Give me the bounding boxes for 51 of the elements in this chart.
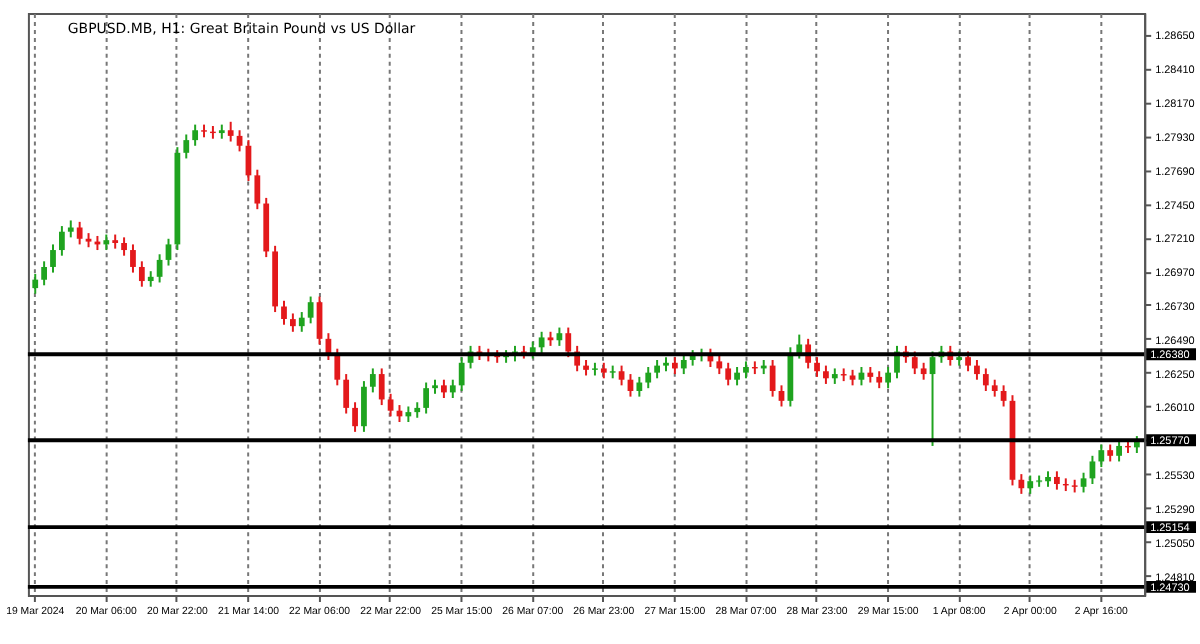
candlestick [734,366,740,387]
candlestick [1027,474,1034,495]
candlestick [1116,439,1122,463]
candlestick [76,220,83,246]
candlestick [156,253,163,284]
candlestick [716,354,723,376]
candlestick [441,378,447,400]
candlestick [254,168,261,211]
candlestick [307,295,314,325]
candlestick [1018,473,1025,495]
candlestick [565,326,572,359]
candlestick [183,133,190,160]
candlestick [423,381,430,415]
candlestick [636,375,643,398]
candlestick [41,260,48,287]
candlestick [823,364,829,385]
candlestick [458,356,465,392]
candlestick [138,260,145,288]
candlestick [787,346,794,408]
candlestick [59,225,65,257]
candlestick [982,367,989,392]
candlestick [378,367,385,407]
candlestick [263,196,270,259]
candlestick [343,373,350,415]
candlestick [654,358,661,380]
candlestick [50,243,56,274]
candlestick [725,361,732,387]
candlestick [645,366,652,390]
candlestick [680,353,687,376]
candlestick [1054,470,1060,491]
candlestick [369,367,376,394]
candlestick [387,392,394,418]
candlestick [227,120,234,143]
candlestick [289,312,296,333]
candlestick [974,358,980,381]
candlestick [538,330,545,354]
candlestick [281,299,287,326]
candlestick [618,364,625,387]
candlestick [449,378,456,400]
candlestick [361,380,367,433]
candlestick [1098,443,1105,469]
candlestick [298,311,305,333]
candlestick [192,123,199,147]
candlestick [1080,471,1087,494]
candlestick [121,236,127,257]
candlestick [130,243,136,274]
candlestick [885,366,891,390]
candlestick [814,356,820,378]
candlestick [352,401,358,433]
candlestick [334,347,341,387]
candlestick [32,273,39,295]
